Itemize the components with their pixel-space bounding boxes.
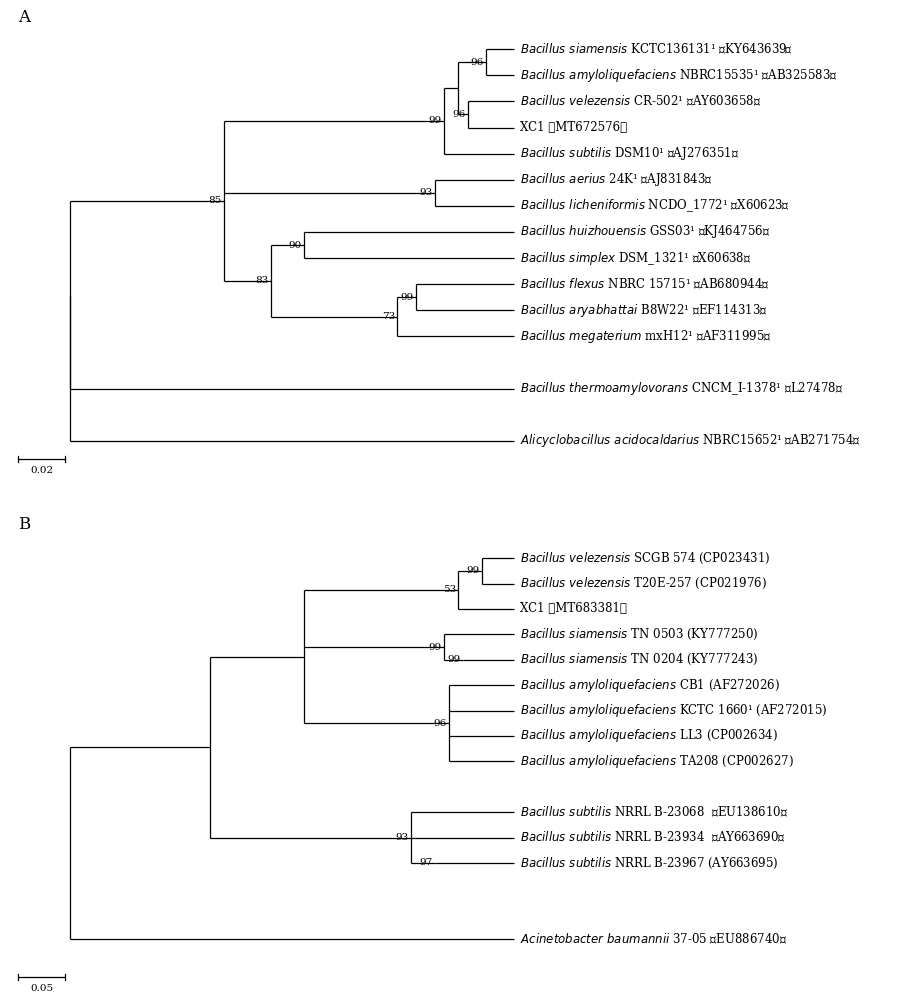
Text: $\it{Bacillus\ amyloliquefaciens}$ TA208 (CP002627): $\it{Bacillus\ amyloliquefaciens}$ TA208…: [519, 753, 793, 770]
Text: 96: 96: [433, 719, 446, 728]
Text: 90: 90: [288, 240, 302, 249]
Text: $\it{Bacillus\ amyloliquefaciens}$ KCTC 1660¹ (AF272015): $\it{Bacillus\ amyloliquefaciens}$ KCTC …: [519, 702, 826, 719]
Text: $\it{Bacillus\ simplex}$ DSM_1321¹ （X60638）: $\it{Bacillus\ simplex}$ DSM_1321¹ （X606…: [519, 250, 751, 267]
Text: 93: 93: [395, 833, 409, 842]
Text: $\it{Bacillus\ megaterium}$ mxH12¹ （AF311995）: $\it{Bacillus\ megaterium}$ mxH12¹ （AF31…: [519, 328, 771, 345]
Text: 85: 85: [209, 196, 221, 205]
Text: 73: 73: [382, 312, 394, 321]
Text: 93: 93: [419, 188, 432, 197]
Text: 96: 96: [452, 110, 465, 119]
Text: $\it{Alicyclobacillus\ acidocaldarius}$ NBRC15652¹ （AB271754）: $\it{Alicyclobacillus\ acidocaldarius}$ …: [519, 432, 860, 449]
Text: 83: 83: [255, 276, 269, 285]
Text: $\it{Bacillus\ velezensis}$ SCGB 574 (CP023431): $\it{Bacillus\ velezensis}$ SCGB 574 (CP…: [519, 551, 770, 566]
Text: $\it{Bacillus\ subtilis}$ DSM10¹ （AJ276351）: $\it{Bacillus\ subtilis}$ DSM10¹ （AJ2763…: [519, 145, 738, 162]
Text: 99: 99: [400, 293, 414, 302]
Text: 0.05: 0.05: [30, 984, 54, 993]
Text: 99: 99: [428, 643, 441, 652]
Text: B: B: [18, 516, 31, 533]
Text: 0.02: 0.02: [30, 466, 54, 475]
Text: XC1 （MT683381）: XC1 （MT683381）: [519, 602, 626, 615]
Text: 97: 97: [419, 858, 432, 867]
Text: $\it{Bacillus\ subtilis}$ NRRL B-23967 (AY663695): $\it{Bacillus\ subtilis}$ NRRL B-23967 (…: [519, 855, 778, 871]
Text: 53: 53: [442, 585, 456, 594]
Text: $\it{Bacillus\ siamensis}$ KCTC136131¹ （KY643639）: $\it{Bacillus\ siamensis}$ KCTC136131¹ （…: [519, 42, 792, 56]
Text: $\it{Bacillus\ thermoamylovorans}$ CNCM_I-1378¹ （L27478）: $\it{Bacillus\ thermoamylovorans}$ CNCM_…: [519, 380, 843, 397]
Text: $\it{Bacillus\ siamensis}$ TN 0204 (KY777243): $\it{Bacillus\ siamensis}$ TN 0204 (KY77…: [519, 652, 758, 667]
Text: $\it{Bacillus\ licheniformis}$ NCDO_1772¹ （X60623）: $\it{Bacillus\ licheniformis}$ NCDO_1772…: [519, 197, 789, 214]
Text: $\it{Bacillus\ amyloliquefaciens}$ CB1 (AF272026): $\it{Bacillus\ amyloliquefaciens}$ CB1 (…: [519, 677, 779, 694]
Text: 99: 99: [466, 566, 479, 575]
Text: $\it{Bacillus\ velezensis}$ CR-502¹ （AY603658）: $\it{Bacillus\ velezensis}$ CR-502¹ （AY6…: [519, 94, 761, 109]
Text: $\it{Bacillus\ huizhouensis}$ GSS03¹ （KJ464756）: $\it{Bacillus\ huizhouensis}$ GSS03¹ （KJ…: [519, 223, 770, 240]
Text: $\it{Bacillus\ aryabhattai}$ B8W22¹ （EF114313）: $\it{Bacillus\ aryabhattai}$ B8W22¹ （EF1…: [519, 302, 766, 319]
Text: 99: 99: [428, 116, 441, 125]
Text: $\it{Bacillus\ velezensis}$ T20E-257 (CP021976): $\it{Bacillus\ velezensis}$ T20E-257 (CP…: [519, 576, 766, 591]
Text: XC1 （MT672576）: XC1 （MT672576）: [519, 121, 627, 134]
Text: $\it{Bacillus\ amyloliquefaciens}$ LL3 (CP002634): $\it{Bacillus\ amyloliquefaciens}$ LL3 (…: [519, 727, 777, 744]
Text: $\it{Bacillus\ subtilis}$ NRRL B-23068  （EU138610）: $\it{Bacillus\ subtilis}$ NRRL B-23068 （…: [519, 805, 787, 819]
Text: A: A: [18, 9, 30, 26]
Text: 96: 96: [470, 58, 484, 67]
Text: 99: 99: [446, 655, 460, 664]
Text: $\it{Acinetobacter\ baumannii}$ 37-05 （EU886740）: $\it{Acinetobacter\ baumannii}$ 37-05 （E…: [519, 932, 786, 946]
Text: $\it{Bacillus\ aerius}$ 24K¹ （AJ831843）: $\it{Bacillus\ aerius}$ 24K¹ （AJ831843）: [519, 171, 711, 188]
Text: $\it{Bacillus\ siamensis}$ TN 0503 (KY777250): $\it{Bacillus\ siamensis}$ TN 0503 (KY77…: [519, 627, 758, 642]
Text: $\it{Bacillus\ amyloliquefaciens}$ NBRC15535¹ （AB325583）: $\it{Bacillus\ amyloliquefaciens}$ NBRC1…: [519, 67, 836, 84]
Text: $\it{Bacillus\ subtilis}$ NRRL B-23934  （AY663690）: $\it{Bacillus\ subtilis}$ NRRL B-23934 （…: [519, 830, 785, 845]
Text: $\it{Bacillus\ flexus}$ NBRC 15715¹ （AB680944）: $\it{Bacillus\ flexus}$ NBRC 15715¹ （AB6…: [519, 277, 769, 291]
